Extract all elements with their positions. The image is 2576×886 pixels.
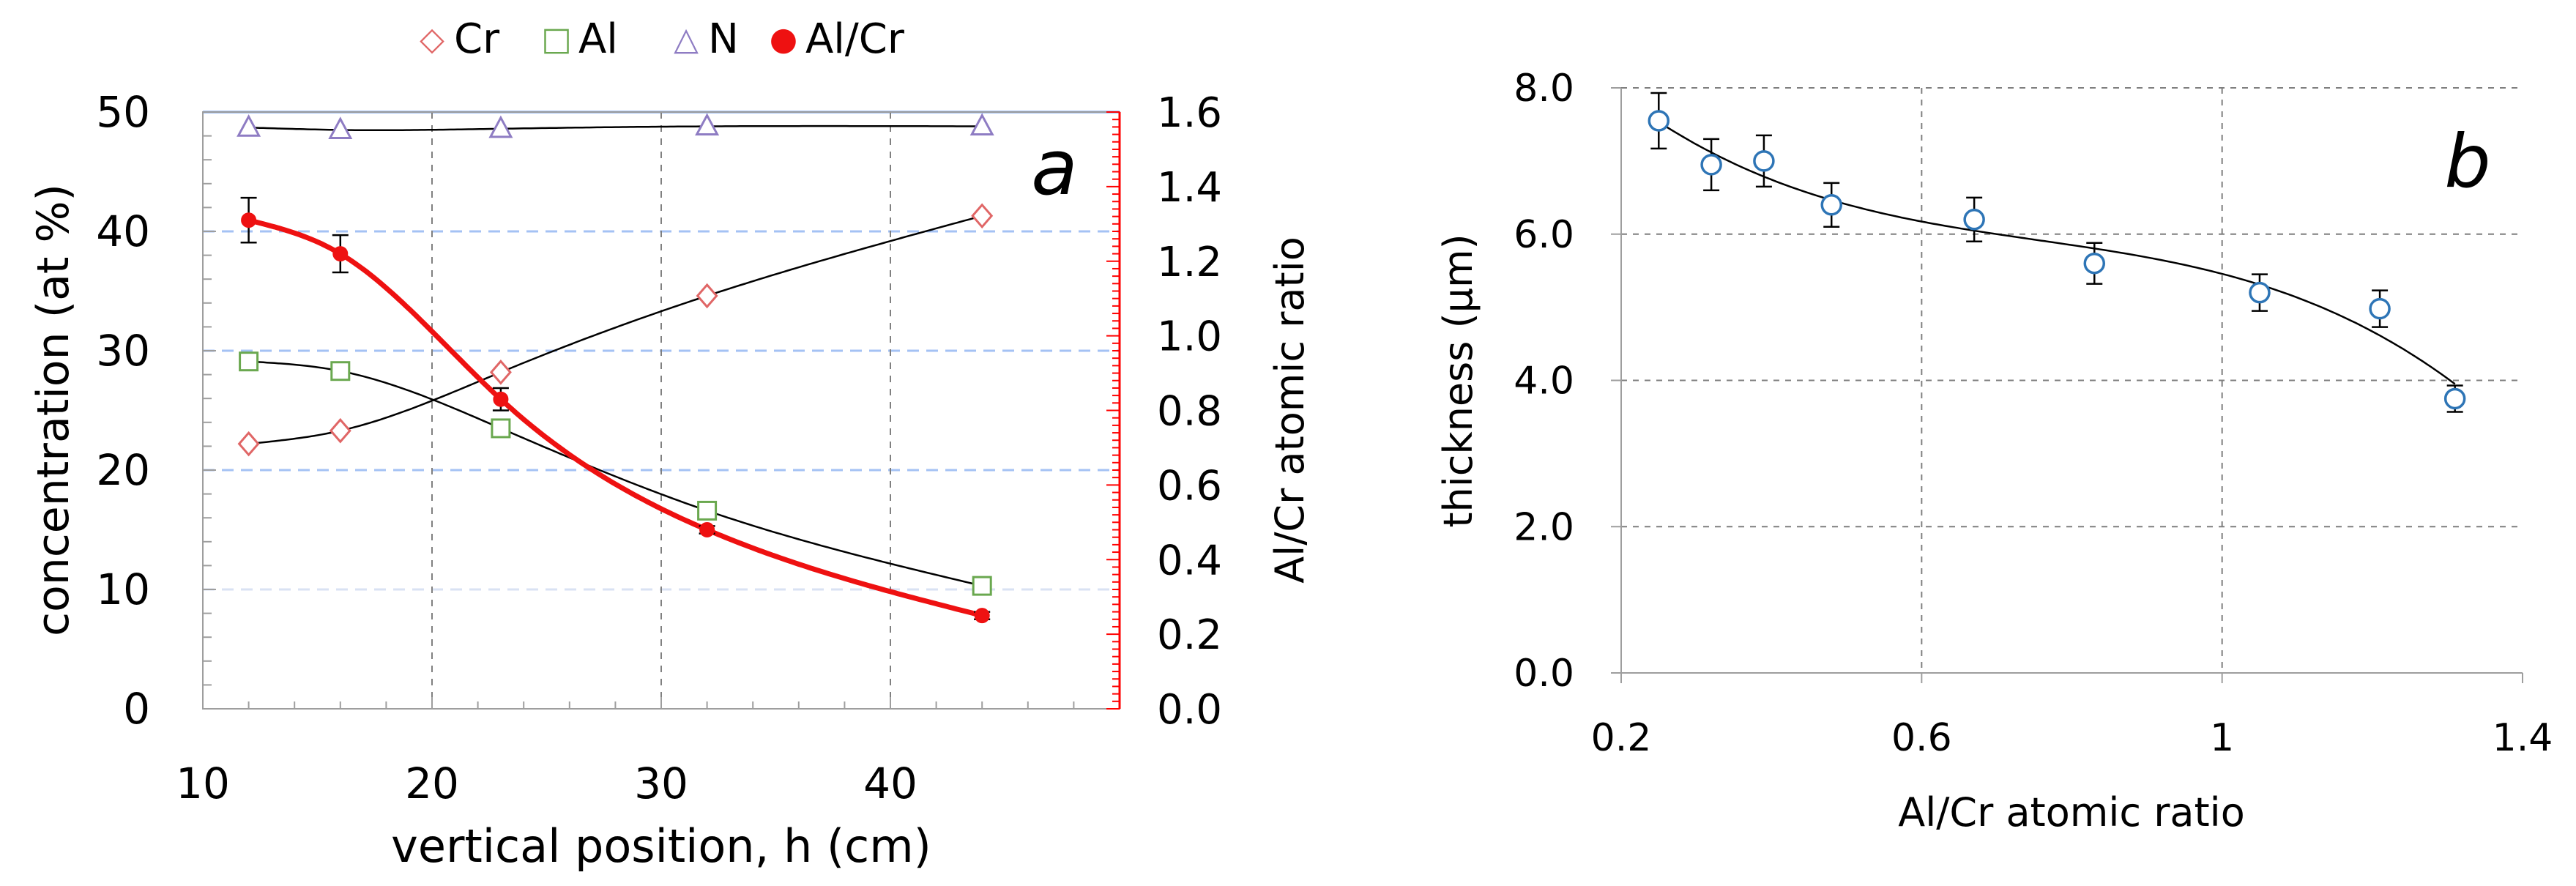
panel-a-legend-symbol: ◇ xyxy=(420,21,444,58)
panel-a-point-n xyxy=(237,114,261,137)
panel-a-y-tick-label: 30 xyxy=(96,326,150,376)
panel-a-point-al xyxy=(491,418,511,439)
panel-a-fit-cr xyxy=(248,215,983,445)
panel-a-data-marks xyxy=(237,113,994,624)
panel-a-y2-tick-label: 0.8 xyxy=(1157,388,1222,436)
panel-b-y-tick-label: 6.0 xyxy=(1514,213,1574,257)
panel-a-y2-tick-label: 0.4 xyxy=(1157,537,1222,584)
panel-b-point xyxy=(1700,154,1722,176)
panel-b-data-marks xyxy=(1648,92,2466,413)
panel-b-point xyxy=(2083,252,2106,275)
panel-a-point-al xyxy=(697,500,718,521)
panel-b-point xyxy=(2369,297,2391,320)
panel-a-point-al-cr xyxy=(332,246,349,262)
panel-a-y-axis-title: concentration (at %) xyxy=(28,184,79,636)
panel-b-point xyxy=(2443,387,2466,410)
panel-a-legend-label: N xyxy=(708,15,739,63)
panel-a-point-al-cr xyxy=(493,391,509,407)
panel-a-point-cr xyxy=(329,417,351,444)
panel-a-legend: ◇ Cr □ Al △ N ● Al/Cr xyxy=(420,15,905,63)
panel-b-fit-curve xyxy=(1658,121,2456,385)
panel-a-fit-n xyxy=(248,124,983,132)
panel-a-point-cr xyxy=(489,360,512,385)
panel-b-point xyxy=(1753,150,1775,172)
panel-a-y2-tick-label: 0.0 xyxy=(1157,686,1222,734)
panel-a-y-tick-label: 10 xyxy=(96,565,150,614)
panel-a-x-tick-labels: 10 20 30 40 xyxy=(176,759,917,808)
panel-a-label: a xyxy=(1031,123,1078,212)
panel-a-point-n xyxy=(488,115,513,138)
panel-a-y2-tick-label: 0.6 xyxy=(1157,462,1222,510)
panel-a-legend-label: Al xyxy=(578,15,618,63)
panel-b-x-tick-label: 0.2 xyxy=(1591,716,1652,760)
panel-b-y-tick-label: 0.0 xyxy=(1514,652,1574,696)
panel-a-y-tick-labels: 0 10 20 30 40 50 xyxy=(96,87,150,734)
panel-b-point xyxy=(1648,110,1670,132)
panel-b-grid xyxy=(1611,87,2523,683)
panel-a-y2-tick-label: 1.2 xyxy=(1157,239,1222,286)
panel-a-y-tick-label: 50 xyxy=(96,87,150,137)
panel-b-x-axis-title: Al/Cr atomic ratio xyxy=(1898,789,2244,835)
panel-a-point-al-cr xyxy=(699,522,715,537)
panel-a-point-n xyxy=(695,113,720,136)
panel-b-x-tick-labels: 0.2 0.6 1 1.4 xyxy=(1591,716,2553,760)
panel-a: 10 20 30 40 0 10 20 30 40 50 0.0 0.2 0.4 0.6 0.8 1.0 1… xyxy=(28,15,1313,873)
panel-a-point-cr xyxy=(696,283,718,309)
panel-a-legend-symbol: ● xyxy=(770,21,797,58)
panel-a-y-tick-label: 0 xyxy=(123,684,150,734)
panel-a-y2-tick-label: 1.4 xyxy=(1157,164,1222,212)
panel-b: 0.2 0.6 1 1.4 0.0 2.0 4.0 6.0 8.0 b Al/Cr atomi… xyxy=(1435,67,2553,835)
panel-a-point-al xyxy=(330,361,351,381)
panel-b-point xyxy=(1820,194,1842,216)
panel-a-legend-symbol: □ xyxy=(541,21,572,58)
panel-b-y-axis-title: thickness (µm) xyxy=(1435,234,1481,527)
panel-a-y2-axis-title: Al/Cr atomic ratio xyxy=(1267,237,1313,583)
panel-a-point-al xyxy=(972,576,992,596)
panel-a-point-cr xyxy=(971,203,994,229)
panel-a-x-axis-title: vertical position, h (cm) xyxy=(391,819,931,873)
panel-a-y-tick-label: 20 xyxy=(96,445,150,495)
panel-b-y-tick-labels: 0.0 2.0 4.0 6.0 8.0 xyxy=(1514,67,1574,696)
panel-a-x-tick-label: 30 xyxy=(634,759,688,808)
panel-b-y-tick-label: 4.0 xyxy=(1514,360,1574,403)
panel-a-y2-tick-label: 1.6 xyxy=(1157,89,1222,137)
panel-a-point-al-cr xyxy=(241,212,257,228)
panel-a-x-tick-label: 40 xyxy=(863,759,917,808)
panel-a-legend-label: Cr xyxy=(454,15,500,63)
panel-b-y-tick-label: 2.0 xyxy=(1514,505,1574,549)
panel-b-point xyxy=(1963,209,1985,231)
panel-a-point-n xyxy=(969,113,994,136)
panel-a-y2-tick-label: 0.2 xyxy=(1157,611,1222,659)
panel-a-legend-symbol: △ xyxy=(674,21,699,58)
panel-a-point-al-cr xyxy=(974,608,990,624)
panel-a-fit-curves xyxy=(247,124,983,619)
panel-a-legend-label: Al/Cr xyxy=(805,15,905,63)
panel-b-x-tick-label: 1 xyxy=(2210,716,2234,760)
panel-b-x-tick-label: 1.4 xyxy=(2493,716,2553,760)
panel-a-x-tick-label: 10 xyxy=(176,759,230,808)
panel-a-fit-al-cr xyxy=(247,217,983,619)
panel-a-y2-tick-label: 1.0 xyxy=(1157,313,1222,361)
panel-a-point-al xyxy=(239,351,259,372)
panel-a-point-cr xyxy=(237,431,260,457)
panel-a-right-axis: 0.0 0.2 0.4 0.6 0.8 1.0 1.2 1.4 1.6 xyxy=(1106,89,1222,734)
panel-a-fit-al xyxy=(248,360,983,587)
panel-b-point xyxy=(2249,281,2271,304)
panel-a-y-tick-label: 40 xyxy=(96,206,150,256)
panel-b-label: b xyxy=(2444,119,2490,204)
panel-b-fit-line xyxy=(1658,121,2456,385)
panel-b-y-tick-label: 8.0 xyxy=(1514,67,1574,111)
panel-a-point-n xyxy=(328,116,353,139)
panel-a-left-tick-marks xyxy=(202,111,1120,710)
panel-b-x-tick-label: 0.6 xyxy=(1891,716,1952,760)
panel-a-x-tick-label: 20 xyxy=(405,759,459,808)
